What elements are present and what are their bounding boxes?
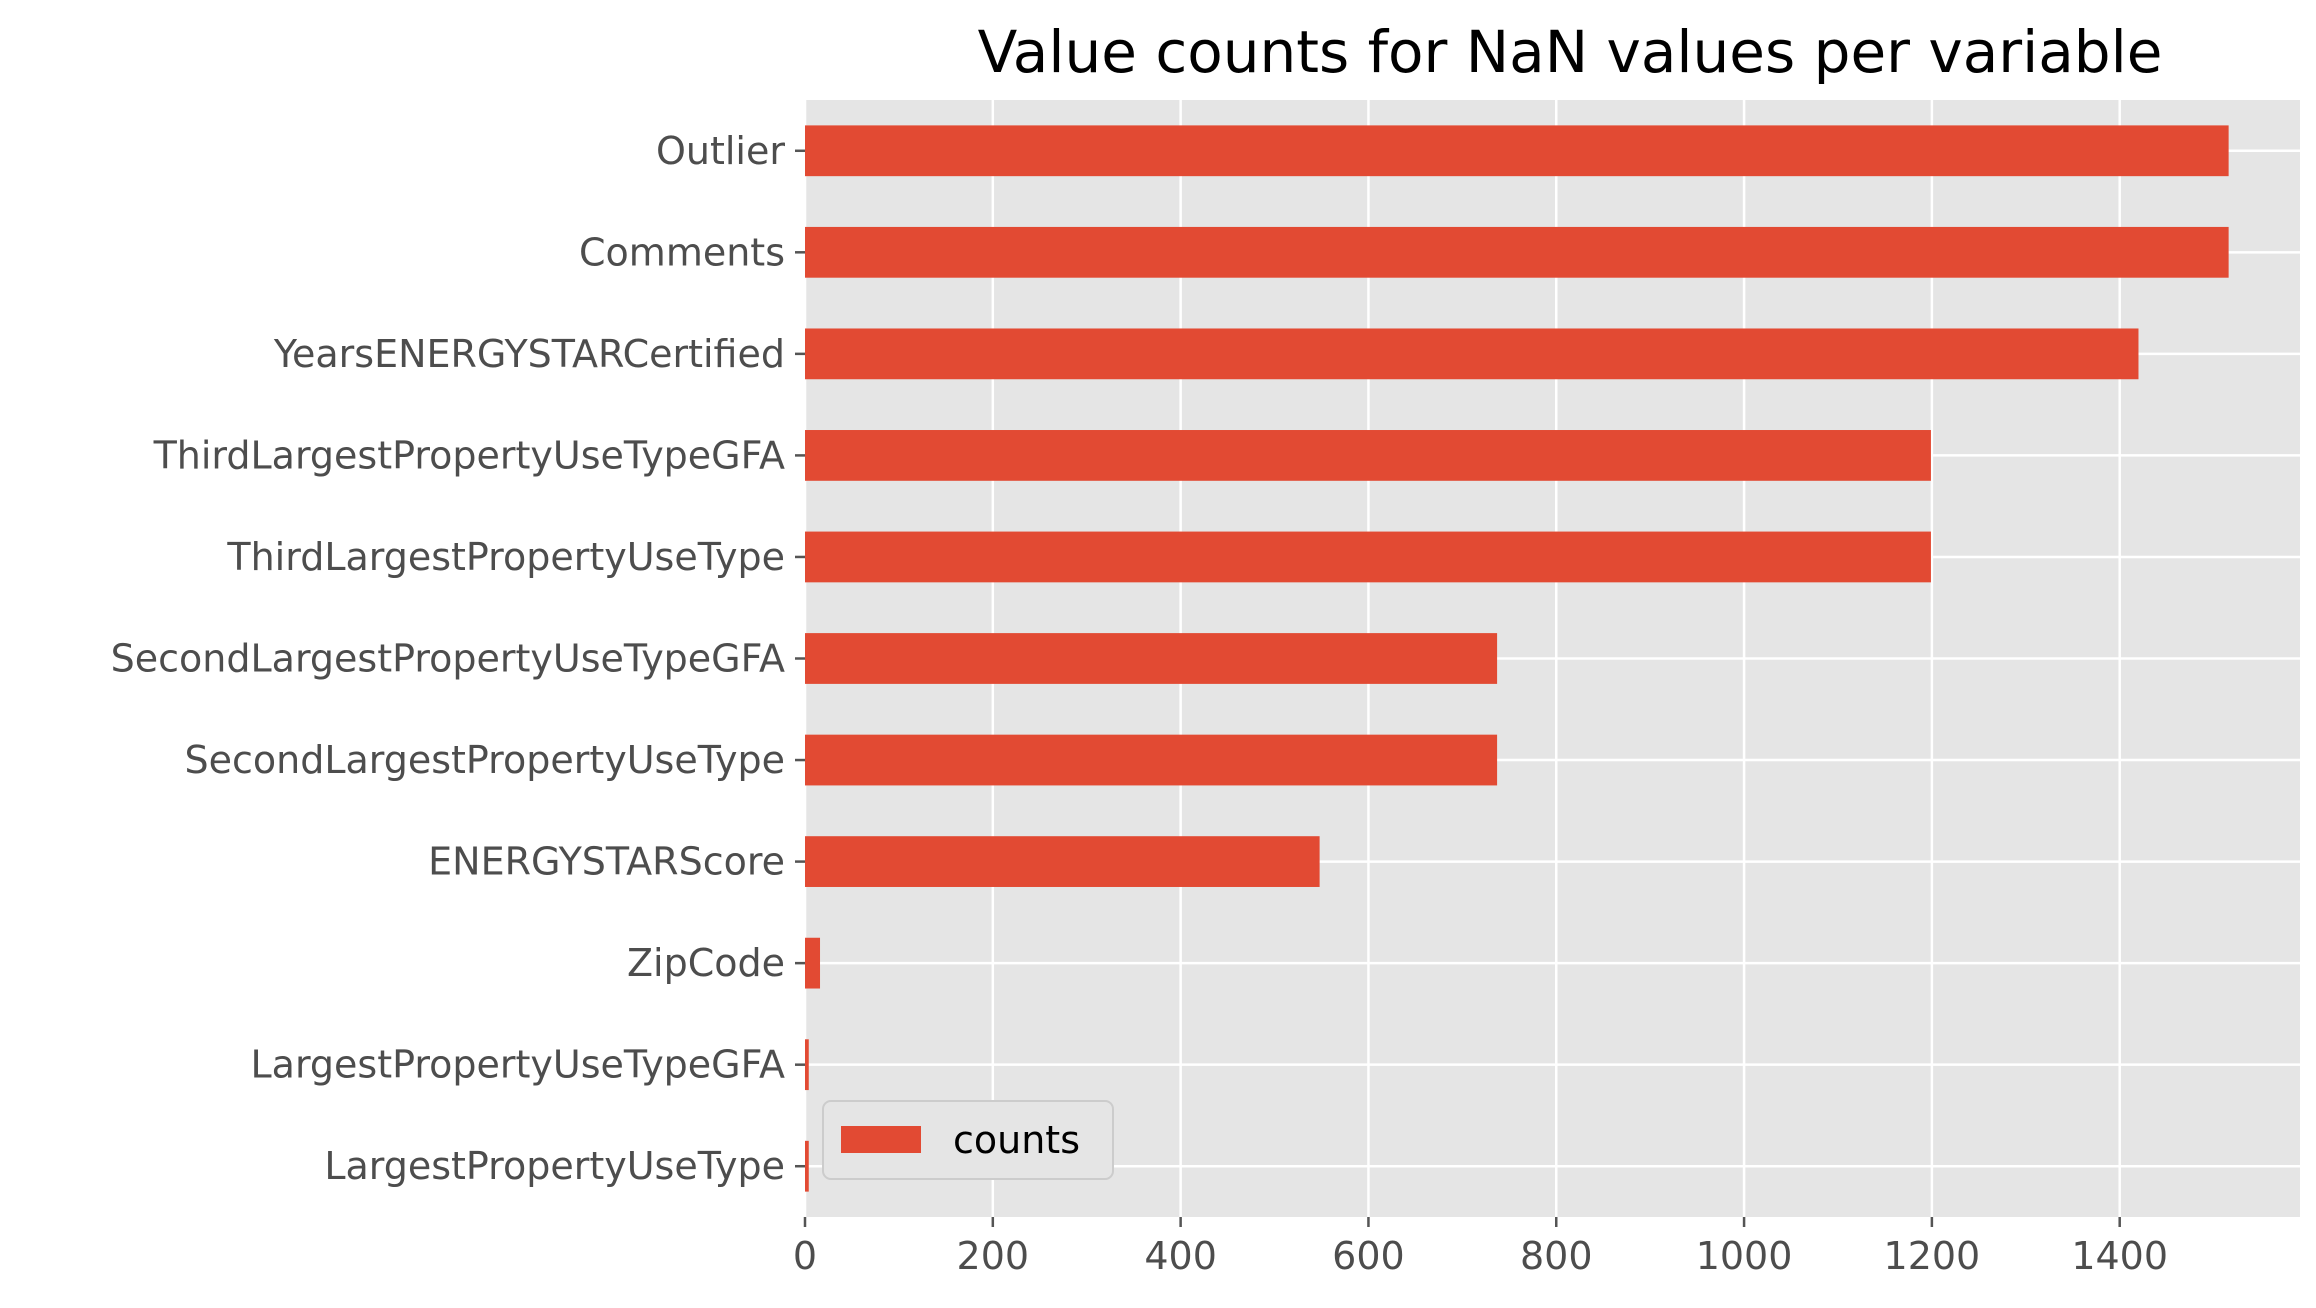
- y-tick-label: ThirdLargestPropertyUseTypeGFA: [153, 433, 785, 477]
- y-axis: Outlier Comments YearsENERGYSTARCertified T…: [111, 129, 805, 1188]
- legend-swatch: [841, 1126, 921, 1153]
- bar-ZipCode: [805, 937, 821, 989]
- bar-LargestPropertyUseType: [805, 1140, 809, 1192]
- bar-ThirdLargestPropertyUseTypeGFA: [805, 430, 1931, 481]
- y-tick-label: Comments: [579, 230, 785, 274]
- bar-LargestPropertyUseTypeGFA: [805, 1039, 809, 1091]
- legend-label: counts: [953, 1118, 1080, 1162]
- bar-Outlier: [805, 125, 2229, 177]
- bar-SecondLargestPropertyUseType: [805, 734, 1498, 786]
- x-tick-label: 400: [1144, 1234, 1217, 1278]
- y-tick-label: SecondLargestPropertyUseTypeGFA: [111, 637, 785, 681]
- y-tick-label: ENERGYSTARScore: [428, 840, 785, 884]
- x-tick-label: 1200: [1884, 1234, 1981, 1278]
- x-tick-label: 1000: [1696, 1234, 1793, 1278]
- y-tick-label: LargestPropertyUseTypeGFA: [251, 1043, 786, 1087]
- bar-ThirdLargestPropertyUseType: [805, 531, 1931, 583]
- y-tick-label: ThirdLargestPropertyUseType: [226, 535, 785, 579]
- bars: [805, 125, 2229, 1192]
- y-tick-label: YearsENERGYSTARCertified: [273, 332, 785, 376]
- x-tick-label: 0: [793, 1234, 817, 1278]
- x-tick-label: 600: [1332, 1234, 1405, 1278]
- x-tick-label: 1400: [2071, 1234, 2168, 1278]
- x-axis: 0 200 400 600 800 1000 1200 1400: [793, 1217, 2168, 1278]
- bar-YearsENERGYSTARCertified: [805, 328, 2139, 380]
- chart-title: Value counts for NaN values per variable: [978, 18, 2163, 86]
- y-tick-label: ZipCode: [627, 941, 785, 985]
- x-tick-label: 200: [957, 1234, 1030, 1278]
- legend-box: [822, 1100, 1114, 1180]
- y-tick-label: SecondLargestPropertyUseType: [184, 738, 785, 782]
- bar-ENERGYSTARScore: [805, 836, 1320, 887]
- bar-Comments: [805, 226, 2229, 278]
- y-tick-label: Outlier: [656, 129, 785, 173]
- bar-SecondLargestPropertyUseTypeGFA: [805, 633, 1498, 684]
- y-tick-label: LargestPropertyUseType: [324, 1144, 785, 1188]
- legend: counts: [822, 1100, 1114, 1180]
- x-tick-label: 800: [1520, 1234, 1593, 1278]
